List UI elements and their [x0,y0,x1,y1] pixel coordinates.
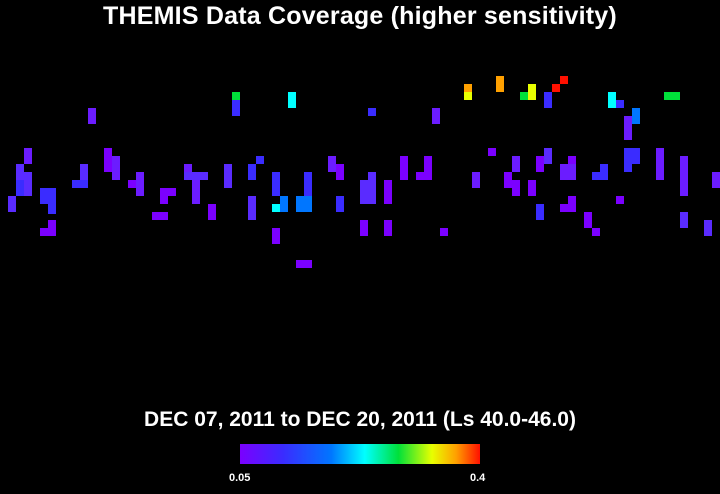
coverage-cell [248,164,256,180]
coverage-map [8,76,720,268]
colorbar [240,444,480,464]
coverage-cell [568,196,576,204]
coverage-cell [232,100,240,116]
coverage-cell [16,164,24,180]
date-range-label: DEC 07, 2011 to DEC 20, 2011 (Ls 40.0-46… [144,408,576,431]
coverage-cell [368,172,376,188]
colorbar-min-label: 0.05 [229,472,251,484]
coverage-cell [224,164,232,188]
coverage-cell [384,220,392,236]
coverage-cell [680,212,688,228]
coverage-cell [152,212,168,220]
coverage-cell [632,108,640,124]
coverage-cell [464,84,472,92]
coverage-cell [288,92,296,108]
coverage-cell [512,180,520,196]
coverage-cell [560,164,576,180]
coverage-cell [16,180,24,196]
coverage-cell [432,108,440,124]
coverage-cell [256,156,264,164]
coverage-cell [536,156,544,172]
coverage-cell [24,148,32,164]
coverage-cell [160,196,168,204]
coverage-cell [248,196,256,220]
coverage-cell [400,156,408,180]
coverage-cell [488,148,496,156]
page-title: THEMIS Data Coverage (higher sensitivity… [103,2,617,30]
coverage-cell [608,92,616,108]
coverage-cell [464,92,472,100]
coverage-cell [80,164,88,180]
coverage-cell [592,172,608,180]
coverage-cell [536,204,544,220]
coverage-cell [384,180,392,204]
coverage-cell [296,260,312,268]
coverage-cell [24,172,32,196]
coverage-cell [528,84,536,100]
coverage-cell [184,172,208,180]
coverage-cell [616,196,624,204]
coverage-cell [504,172,512,188]
coverage-cell [616,100,624,108]
coverage-cell [48,204,56,214]
coverage-cell [528,180,536,196]
coverage-cell [72,180,88,188]
coverage-cell [664,92,680,100]
coverage-cell [296,196,312,212]
coverage-cell [600,164,608,172]
coverage-cell [136,172,144,196]
coverage-cell [496,76,504,92]
coverage-cell [88,108,96,124]
coverage-cell [592,228,600,236]
coverage-cell [232,92,240,100]
coverage-cell [624,148,640,164]
coverage-cell [272,204,280,212]
coverage-cell [512,156,520,172]
coverage-cell [520,92,528,100]
coverage-cell [112,156,120,180]
coverage-cell [624,116,632,140]
coverage-cell [8,196,16,212]
coverage-cell [544,148,552,164]
coverage-cell [280,196,288,212]
coverage-cell [336,196,344,212]
coverage-cell [208,204,216,220]
coverage-cell [424,156,432,180]
coverage-cell [552,84,560,92]
coverage-cell [472,172,480,188]
coverage-cell [368,108,376,116]
coverage-cell [544,92,552,108]
coverage-cell [440,228,448,236]
coverage-cell [160,188,176,196]
coverage-cell [624,164,632,172]
coverage-cell [192,180,200,204]
coverage-cell [336,164,344,180]
coverage-cell [680,156,688,196]
coverage-cell [40,228,56,236]
coverage-cell [656,148,664,180]
coverage-cell [704,220,712,236]
coverage-cell [584,212,592,228]
coverage-cell [40,188,56,204]
coverage-cell [560,76,568,84]
coverage-cell [360,220,368,236]
coverage-cell [568,156,576,164]
coverage-cell [272,172,280,196]
coverage-cell [328,156,336,172]
coverage-cell [304,172,312,196]
coverage-cell [104,148,112,172]
coverage-cell [560,204,576,212]
coverage-cell [712,172,720,188]
coverage-cell [48,220,56,228]
coverage-cell [272,228,280,244]
colorbar-max-label: 0.4 [470,472,486,484]
